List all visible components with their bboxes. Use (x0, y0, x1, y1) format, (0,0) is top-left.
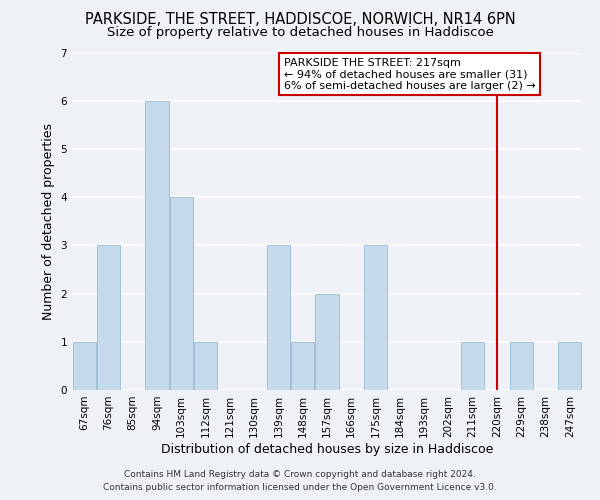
Bar (316, 294, 338, 390)
Y-axis label: Number of detached properties: Number of detached properties (42, 122, 55, 320)
Bar (291, 342, 314, 390)
Bar (461, 342, 484, 390)
Bar (510, 342, 533, 390)
X-axis label: Distribution of detached houses by size in Haddiscoe: Distribution of detached houses by size … (161, 442, 493, 456)
Bar (145, 100, 169, 390)
Bar (194, 342, 217, 390)
Text: Size of property relative to detached houses in Haddiscoe: Size of property relative to detached ho… (107, 26, 493, 39)
Text: PARKSIDE, THE STREET, HADDISCOE, NORWICH, NR14 6PN: PARKSIDE, THE STREET, HADDISCOE, NORWICH… (85, 12, 515, 28)
Bar (97, 246, 120, 390)
Bar (364, 246, 387, 390)
Bar (170, 197, 193, 390)
Bar (559, 342, 581, 390)
Text: PARKSIDE THE STREET: 217sqm
← 94% of detached houses are smaller (31)
6% of semi: PARKSIDE THE STREET: 217sqm ← 94% of det… (284, 58, 535, 91)
Bar (73, 342, 95, 390)
Text: Contains HM Land Registry data © Crown copyright and database right 2024.
Contai: Contains HM Land Registry data © Crown c… (103, 470, 497, 492)
Bar (267, 246, 290, 390)
